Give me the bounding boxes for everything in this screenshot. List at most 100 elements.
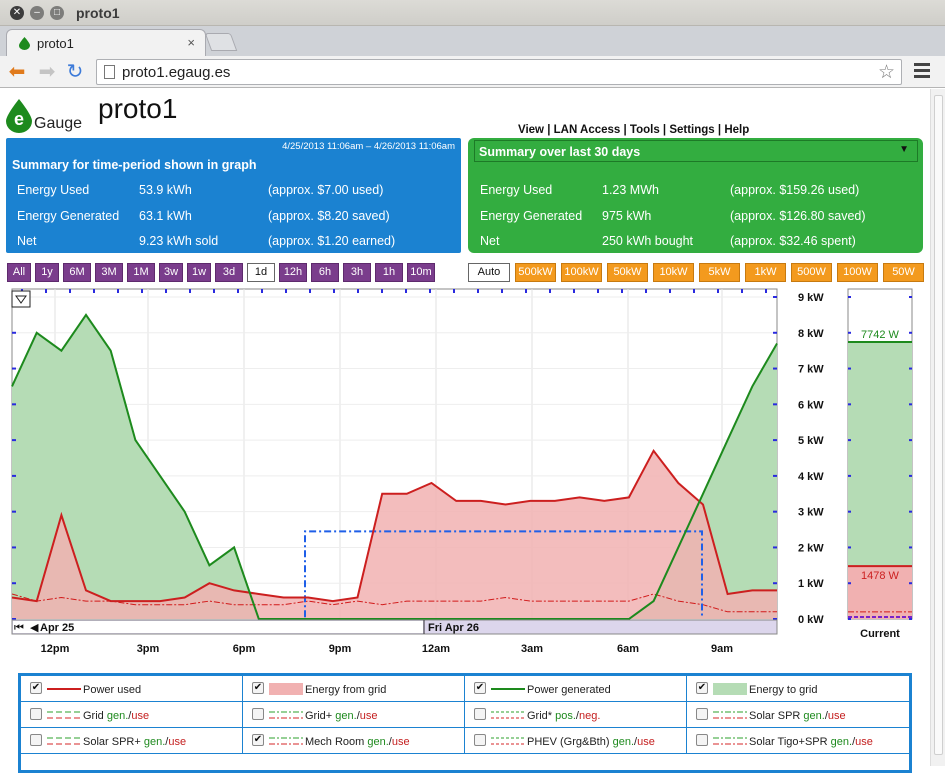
legend-checkbox[interactable]: ✔ [474, 682, 486, 694]
scale-button[interactable]: 5kW [699, 263, 740, 282]
legend-label: Energy from grid [305, 684, 386, 696]
legend-use-text[interactable]: use [168, 736, 186, 748]
time-range-button[interactable]: 1h [375, 263, 403, 282]
y-tick-label: 4 kW [798, 471, 824, 483]
legend-item: ✔Energy to grid [687, 676, 909, 702]
legend-gen-text[interactable]: gen. [831, 736, 852, 748]
nav-tools[interactable]: Tools [630, 124, 660, 136]
prev-arrow-icon[interactable]: ◀ [30, 621, 39, 634]
window-title: proto1 [76, 5, 120, 21]
bookmark-star-icon[interactable]: ☆ [878, 61, 895, 84]
window-maximize-button[interactable]: □ [50, 6, 64, 20]
legend-swatch-icon [269, 683, 303, 695]
legend-item: Grid gen./use [21, 702, 243, 728]
row-value: 975 kWh [602, 209, 651, 223]
nav-lan-access[interactable]: LAN Access [554, 124, 621, 136]
time-range-button[interactable]: 1y [35, 263, 59, 282]
window-close-button[interactable]: ✕ [10, 6, 24, 20]
time-range-button[interactable]: 1M [127, 263, 155, 282]
scale-button[interactable]: 50kW [607, 263, 648, 282]
page-scrollbar[interactable] [930, 89, 945, 766]
y-tick-label: 9 kW [798, 292, 824, 304]
summary-period-select[interactable]: Summary over last 30 days ▼ [474, 140, 918, 162]
scale-button[interactable]: 50W [883, 263, 924, 282]
legend-use-text[interactable]: use [131, 710, 149, 722]
power-chart[interactable]: 9 kW8 kW7 kW6 kW5 kW4 kW3 kW2 kW1 kW0 kW… [0, 285, 930, 665]
legend-gen-text[interactable]: pos. [555, 710, 576, 722]
window-minimize-button[interactable]: – [30, 6, 44, 20]
legend-use-text[interactable]: use [637, 736, 655, 748]
device-name: proto1 [98, 93, 177, 125]
first-arrow-icon[interactable]: ⏮ [14, 621, 24, 634]
legend-checkbox[interactable] [474, 708, 486, 720]
reload-icon[interactable]: ↻ [64, 61, 86, 83]
legend-checkbox[interactable] [30, 734, 42, 746]
tab-proto1[interactable]: proto1 × [6, 29, 206, 56]
legend-swatch-icon [491, 683, 525, 695]
scale-button[interactable]: 500W [791, 263, 832, 282]
legend-gen-text[interactable]: gen. [367, 736, 388, 748]
chart-menu-icon[interactable] [12, 291, 30, 307]
row-label: Energy Used [480, 183, 552, 197]
new-tab-button[interactable] [205, 33, 238, 51]
back-arrow-icon[interactable]: ⬅ [6, 61, 28, 83]
time-range-button[interactable]: 10m [407, 263, 435, 282]
legend-gen-text[interactable]: gen. [107, 710, 128, 722]
legend-gen-text[interactable]: gen. [335, 710, 356, 722]
row-note: (approx. $126.80 saved) [730, 209, 866, 223]
time-range-button[interactable]: 3M [95, 263, 123, 282]
legend-gen-text[interactable]: gen. [613, 736, 634, 748]
y-tick-label: 2 kW [798, 542, 824, 554]
legend-checkbox[interactable]: ✔ [252, 734, 264, 746]
row-value: 9.23 kWh sold [139, 234, 218, 248]
time-range-button[interactable]: 12h [279, 263, 307, 282]
time-range-button[interactable]: All [7, 263, 31, 282]
legend-checkbox[interactable] [696, 734, 708, 746]
time-range-button[interactable]: 3d [215, 263, 243, 282]
scale-button[interactable]: 100kW [561, 263, 602, 282]
scale-button[interactable]: 10kW [653, 263, 694, 282]
tab-close-icon[interactable]: × [187, 35, 195, 50]
forward-arrow-icon[interactable]: ➡ [36, 61, 58, 83]
logo-text: Gauge [34, 115, 82, 133]
legend-item: Solar Tigo+SPR gen./use [687, 728, 909, 754]
time-range-button[interactable]: 1w [187, 263, 211, 282]
time-range-button[interactable]: 6M [63, 263, 91, 282]
legend-label: Power used [83, 684, 141, 696]
nav-help[interactable]: Help [724, 124, 749, 136]
legend-gen-text[interactable]: gen. [803, 710, 824, 722]
summary-range: 4/25/2013 11:06am – 4/26/2013 11:06am [282, 141, 455, 152]
nav-settings[interactable]: Settings [669, 124, 714, 136]
scale-button[interactable]: 500kW [515, 263, 556, 282]
y-tick-label: 3 kW [798, 507, 824, 519]
legend-checkbox[interactable] [474, 734, 486, 746]
time-range-button[interactable]: 3h [343, 263, 371, 282]
scale-button[interactable]: 100W [837, 263, 878, 282]
legend-label-text: Power generated [527, 684, 611, 696]
time-range-button[interactable]: 6h [311, 263, 339, 282]
legend-checkbox[interactable] [30, 708, 42, 720]
url-text[interactable]: proto1.egaug.es [122, 64, 230, 81]
legend-use-text[interactable]: use [828, 710, 846, 722]
legend-gen-text[interactable]: gen. [144, 736, 165, 748]
scale-button[interactable]: 1kW [745, 263, 786, 282]
legend-use-text[interactable]: use [360, 710, 378, 722]
browser-menu-icon[interactable] [914, 63, 930, 81]
legend-checkbox[interactable] [696, 708, 708, 720]
time-range-button[interactable]: 3w [159, 263, 183, 282]
legend-checkbox[interactable]: ✔ [252, 682, 264, 694]
legend-checkbox[interactable] [252, 708, 264, 720]
legend-label: Grid* pos./neg. [527, 710, 600, 722]
legend-use-text[interactable]: use [855, 736, 873, 748]
top-nav: View | LAN Access | Tools | Settings | H… [518, 124, 749, 136]
time-range-button[interactable]: 1d [247, 263, 275, 282]
address-bar[interactable]: proto1.egaug.es ☆ [96, 59, 902, 85]
legend-checkbox[interactable]: ✔ [696, 682, 708, 694]
scrollbar-thumb[interactable] [934, 95, 943, 755]
legend-use-text[interactable]: neg. [579, 710, 600, 722]
nav-view[interactable]: View [518, 124, 544, 136]
page-content: e Gauge proto1 View | LAN Access | Tools… [0, 89, 930, 766]
scale-button[interactable]: Auto [468, 263, 510, 282]
legend-checkbox[interactable]: ✔ [30, 682, 42, 694]
legend-use-text[interactable]: use [392, 736, 410, 748]
